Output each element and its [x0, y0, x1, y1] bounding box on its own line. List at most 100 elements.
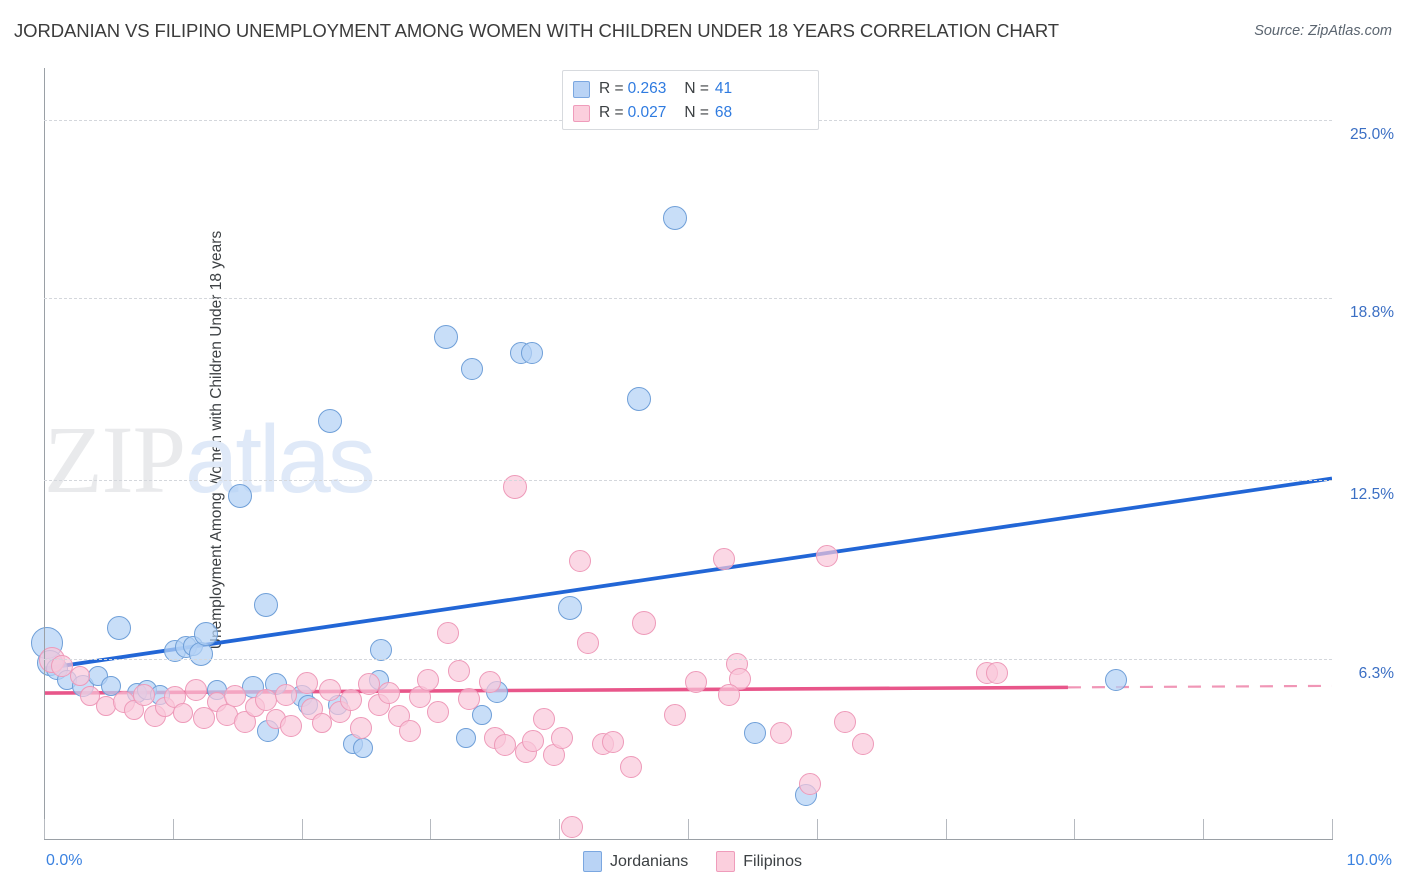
data-point-filipinos[interactable]: [398, 719, 421, 742]
data-point-jordanians[interactable]: [253, 593, 278, 618]
data-point-jordanians[interactable]: [433, 325, 458, 350]
data-point-filipinos[interactable]: [576, 631, 599, 654]
correlation-legend: R = 0.263 N = 41 R = 0.027 N = 68: [562, 70, 819, 130]
data-point-filipinos[interactable]: [532, 708, 555, 730]
data-point-filipinos[interactable]: [561, 816, 584, 839]
x-tick: [945, 819, 947, 839]
data-point-filipinos[interactable]: [124, 700, 145, 721]
data-point-filipinos[interactable]: [349, 716, 372, 739]
data-point-jordanians[interactable]: [100, 675, 121, 696]
legend-n-value-filipinos: 68: [714, 104, 733, 121]
series-legend-item-filipinos[interactable]: Filipinos: [716, 851, 802, 872]
data-point-filipinos[interactable]: [447, 660, 470, 683]
data-point-filipinos[interactable]: [192, 706, 215, 729]
y-axis-line: [44, 68, 45, 840]
data-point-jordanians[interactable]: [456, 727, 477, 748]
legend-r-value-jordanians: 0.263: [627, 80, 667, 97]
series-swatch-jordanians: [583, 851, 602, 872]
data-point-filipinos[interactable]: [357, 673, 380, 696]
y-tick-label: 25.0%: [1350, 125, 1394, 143]
data-point-filipinos[interactable]: [602, 731, 625, 754]
data-point-filipinos[interactable]: [713, 548, 736, 571]
data-point-filipinos[interactable]: [173, 703, 194, 724]
data-point-filipinos[interactable]: [184, 679, 207, 702]
data-point-filipinos[interactable]: [437, 621, 460, 644]
x-tick: [1332, 819, 1333, 839]
data-point-jordanians[interactable]: [1104, 669, 1127, 692]
legend-r-label-jordanians: R =: [599, 80, 624, 97]
series-legend: Jordanians Filipinos: [583, 851, 822, 872]
x-tick: [1074, 819, 1076, 839]
data-point-filipinos[interactable]: [834, 710, 857, 733]
data-point-jordanians[interactable]: [106, 616, 131, 641]
data-point-jordanians[interactable]: [189, 642, 214, 667]
y-tick-label: 18.8%: [1350, 304, 1394, 322]
y-tick-label: 6.3%: [1358, 664, 1394, 682]
data-point-filipinos[interactable]: [568, 549, 591, 572]
legend-swatch-jordanians: [573, 80, 590, 98]
data-point-filipinos[interactable]: [852, 732, 875, 755]
data-point-filipinos[interactable]: [718, 683, 741, 706]
x-axis-min-label: 0.0%: [46, 852, 83, 869]
data-point-filipinos[interactable]: [427, 700, 450, 723]
data-point-filipinos[interactable]: [550, 726, 573, 749]
series-label-jordanians: Jordanians: [610, 852, 689, 870]
data-point-filipinos[interactable]: [80, 685, 101, 706]
legend-n-label-jordanians: N =: [684, 80, 709, 97]
data-point-jordanians[interactable]: [370, 638, 393, 661]
data-point-filipinos[interactable]: [522, 729, 545, 752]
legend-swatch-filipinos: [573, 104, 590, 122]
data-point-filipinos[interactable]: [378, 682, 401, 705]
x-axis-line: [44, 839, 1333, 840]
data-point-jordanians[interactable]: [353, 737, 374, 758]
data-point-filipinos[interactable]: [620, 755, 643, 778]
plot-area: ZIPatlas: [30, 68, 1332, 840]
data-point-filipinos[interactable]: [254, 689, 277, 712]
data-point-filipinos[interactable]: [458, 687, 481, 710]
data-point-filipinos[interactable]: [416, 669, 439, 692]
data-point-filipinos[interactable]: [280, 715, 303, 738]
data-point-jordanians[interactable]: [471, 704, 492, 725]
x-tick: [44, 819, 45, 839]
data-point-filipinos[interactable]: [664, 703, 687, 726]
x-tick: [688, 819, 689, 839]
data-point-filipinos[interactable]: [769, 722, 792, 745]
x-tick: [1203, 819, 1205, 839]
x-axis-max-label: 10.0%: [1346, 852, 1392, 869]
data-point-jordanians[interactable]: [557, 596, 582, 621]
data-point-jordanians[interactable]: [460, 358, 483, 381]
data-point-filipinos[interactable]: [494, 733, 517, 756]
data-point-jordanians[interactable]: [521, 342, 544, 365]
data-point-filipinos[interactable]: [51, 654, 74, 677]
data-point-filipinos[interactable]: [799, 772, 822, 795]
trendline-jordanians: [44, 476, 1332, 671]
x-tick: [430, 819, 432, 839]
data-point-jordanians[interactable]: [743, 722, 766, 745]
series-legend-item-jordanians[interactable]: Jordanians: [583, 851, 688, 872]
x-tick: [172, 819, 174, 839]
data-point-filipinos[interactable]: [133, 683, 156, 706]
data-point-filipinos[interactable]: [684, 670, 707, 693]
legend-row-jordanians: R = 0.263 N = 41: [573, 77, 808, 101]
data-point-filipinos[interactable]: [503, 475, 528, 500]
data-point-jordanians[interactable]: [663, 205, 688, 230]
gridline: [44, 658, 1332, 660]
data-point-jordanians[interactable]: [627, 387, 652, 412]
data-point-filipinos[interactable]: [339, 689, 362, 712]
x-tick: [559, 819, 561, 839]
data-point-jordanians[interactable]: [194, 622, 219, 647]
data-point-filipinos[interactable]: [816, 545, 839, 568]
data-point-filipinos[interactable]: [295, 672, 318, 694]
data-point-filipinos[interactable]: [70, 665, 91, 686]
data-point-filipinos[interactable]: [223, 684, 246, 707]
data-point-filipinos[interactable]: [312, 713, 333, 734]
data-point-filipinos[interactable]: [318, 679, 341, 702]
data-point-filipinos[interactable]: [986, 661, 1009, 684]
data-point-filipinos[interactable]: [478, 670, 501, 693]
data-point-jordanians[interactable]: [227, 483, 252, 508]
data-point-filipinos[interactable]: [632, 610, 657, 635]
data-point-jordanians[interactable]: [317, 408, 342, 433]
legend-r-label-filipinos: R =: [599, 104, 624, 121]
data-point-filipinos[interactable]: [275, 683, 298, 706]
